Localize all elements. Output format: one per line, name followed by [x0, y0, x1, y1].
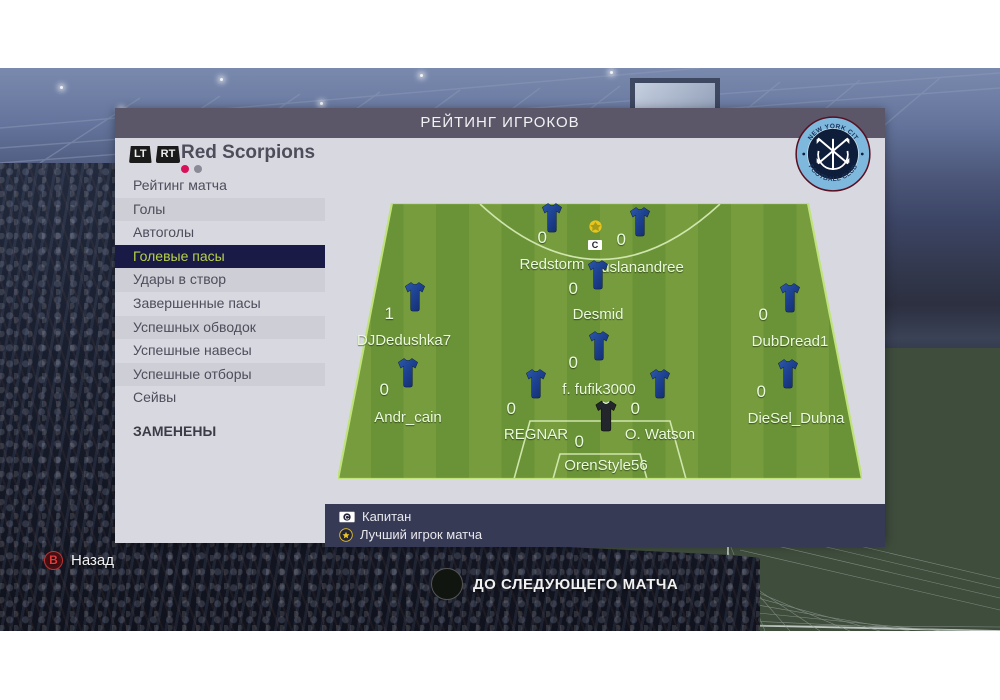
svg-text:C: C	[345, 515, 350, 521]
